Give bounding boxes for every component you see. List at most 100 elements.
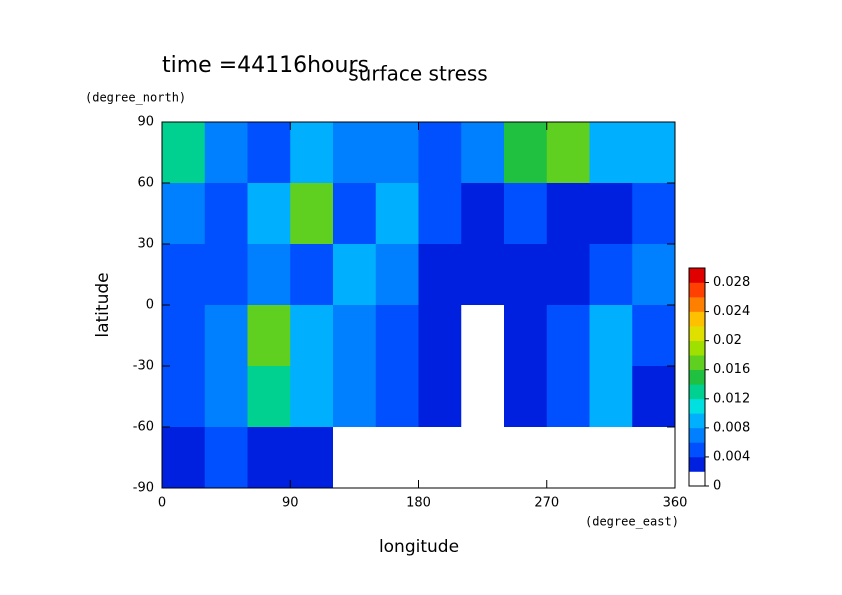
colorbar-tick-label: 0.008 <box>713 420 750 435</box>
x-tick-label: 180 <box>406 496 431 511</box>
colorbar-tick-label: 0 <box>713 479 721 494</box>
field-cell <box>162 427 206 489</box>
field-cell <box>204 183 248 245</box>
field-cell <box>632 305 676 367</box>
field-cell <box>461 366 505 428</box>
x-tick-label: 90 <box>282 496 299 511</box>
colorbar-frame <box>688 267 706 487</box>
colorbar-swatch <box>689 282 705 298</box>
colorbar-swatch <box>689 427 705 443</box>
field-cell <box>589 427 633 489</box>
field-cell <box>204 244 248 306</box>
y-tick-label: -30 <box>133 359 154 374</box>
field-cell <box>418 366 462 428</box>
field-cell <box>632 244 676 306</box>
field-cell <box>461 427 505 489</box>
y-tick-label: 30 <box>137 237 154 252</box>
colorbar-swatch <box>689 297 705 312</box>
field-cell <box>504 427 548 489</box>
field-cell <box>589 122 633 184</box>
field-cell <box>546 305 590 367</box>
colorbar-tick-label: 0.02 <box>713 333 742 348</box>
field-cell <box>333 244 377 306</box>
field-cell <box>290 244 334 306</box>
y-unit: (degree_north) <box>85 91 186 105</box>
field-cell <box>375 244 419 306</box>
field-cell <box>546 244 590 306</box>
field-cell <box>632 427 676 489</box>
field-cell <box>418 244 462 306</box>
field-cell <box>333 183 377 245</box>
field-cell <box>461 183 505 245</box>
field-cell <box>162 244 206 306</box>
field-cell <box>204 427 248 489</box>
field-cell <box>504 122 548 184</box>
field-cell <box>589 183 633 245</box>
field-cell <box>589 244 633 306</box>
field-cell <box>375 427 419 489</box>
field-cell <box>290 122 334 184</box>
chart-subtitle: time =44116hours <box>162 53 369 78</box>
colorbar-tick-label: 0.012 <box>713 391 750 406</box>
field-cell <box>546 183 590 245</box>
field-cell <box>418 122 462 184</box>
field-cell <box>461 122 505 184</box>
y-axis-label: latitude <box>93 272 113 337</box>
x-tick-label: 270 <box>534 496 559 511</box>
field-cell <box>504 366 548 428</box>
colorbar-swatch <box>689 398 705 414</box>
field-cell <box>375 366 419 428</box>
x-tick-label: 0 <box>158 496 166 511</box>
field-cell <box>546 427 590 489</box>
colorbar-tick-label: 0.004 <box>713 449 750 464</box>
colorbar-swatch <box>689 471 705 487</box>
x-unit: (degree_east) <box>585 515 679 529</box>
field-cell <box>204 305 248 367</box>
field-cell <box>290 427 334 489</box>
colorbar-swatch <box>689 326 705 341</box>
field-cell <box>204 122 248 184</box>
colorbar-swatch <box>689 311 705 327</box>
colorbar-swatch <box>689 456 705 472</box>
field-cell <box>333 366 377 428</box>
colorbar-swatch <box>689 413 705 429</box>
field-cell <box>333 427 377 489</box>
colorbar-tick-label: 0.016 <box>713 362 750 377</box>
field-cell <box>247 244 291 306</box>
chart-title: surface stress <box>348 62 487 86</box>
field-cell <box>375 183 419 245</box>
field-cell <box>162 366 206 428</box>
field-cell <box>290 305 334 367</box>
field-cell <box>418 305 462 367</box>
colorbar-swatch <box>689 268 705 283</box>
field-cell <box>589 305 633 367</box>
field-cell <box>333 122 377 184</box>
y-tick-label: -90 <box>133 481 154 496</box>
field-cell <box>247 366 291 428</box>
field-cell <box>504 305 548 367</box>
field-cell <box>162 305 206 367</box>
y-tick-label: 0 <box>146 298 154 313</box>
y-tick-label: 90 <box>137 115 154 130</box>
field-cell <box>504 183 548 245</box>
colorbar-tick-label: 0.024 <box>713 304 750 319</box>
y-tick-label: -60 <box>133 420 154 435</box>
y-tick-label: 60 <box>137 176 154 191</box>
field-cell <box>632 183 676 245</box>
field-cell <box>461 305 505 367</box>
field-cell <box>247 427 291 489</box>
field-cell <box>162 183 206 245</box>
colorbar-swatch <box>689 369 705 385</box>
field-cell <box>290 183 334 245</box>
colorbar-swatch <box>689 384 705 400</box>
colorbar-swatch <box>689 355 705 371</box>
field-cell <box>375 305 419 367</box>
x-axis-label: longitude <box>379 537 459 557</box>
field-cell <box>247 122 291 184</box>
field-cell <box>418 427 462 489</box>
field-cell <box>418 183 462 245</box>
field-cell <box>204 366 248 428</box>
field-cell <box>546 122 590 184</box>
field-cell <box>589 366 633 428</box>
